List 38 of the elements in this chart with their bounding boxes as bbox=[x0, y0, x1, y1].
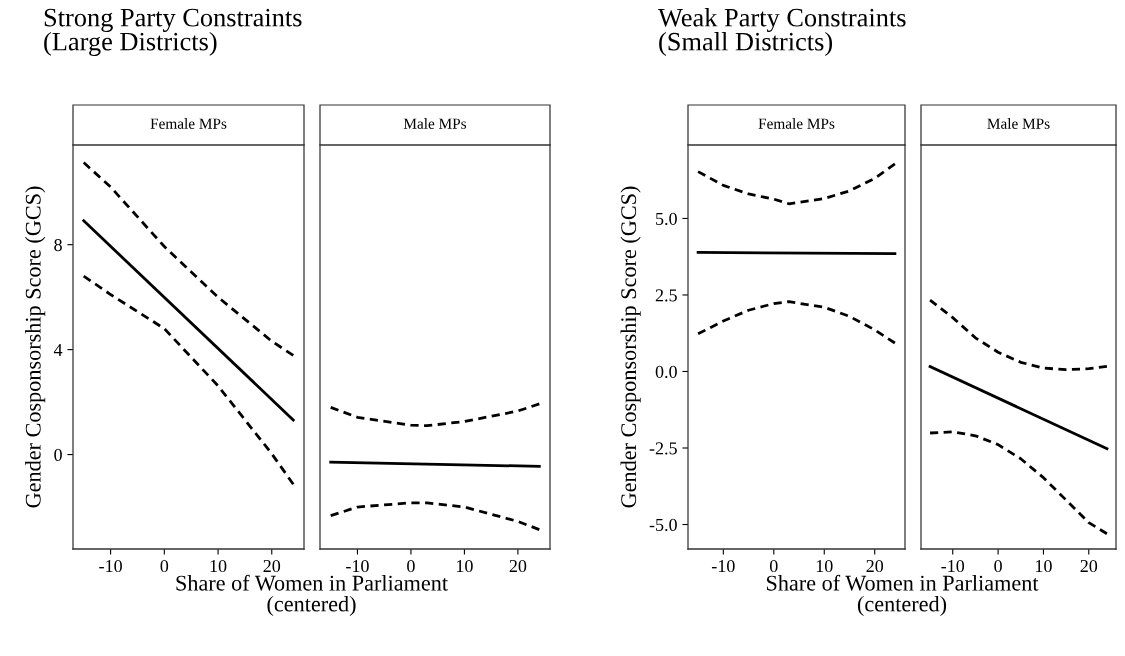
y-tick-label: 2.5 bbox=[655, 289, 677, 302]
y-tick-label: 4 bbox=[53, 344, 63, 356]
x-tick-label: 0 bbox=[407, 559, 415, 573]
x-tick-label: -10 bbox=[941, 559, 965, 573]
x-tick-label: 20 bbox=[509, 559, 527, 573]
chart-title: Strong Party Constraints (Large Districts) bbox=[44, 8, 302, 56]
x-tick-label: 20 bbox=[866, 559, 884, 573]
x-tick-label: -10 bbox=[99, 559, 122, 573]
chart-subtitle: Female MPs bbox=[150, 118, 227, 129]
x-tick-label: 0 bbox=[994, 559, 1002, 573]
x-tick-label: 20 bbox=[1080, 559, 1098, 573]
line-series bbox=[82, 161, 295, 357]
chart-subtitle: Male MPs bbox=[987, 118, 1050, 129]
x-tick-label: 20 bbox=[263, 559, 281, 573]
line-series bbox=[696, 162, 897, 206]
x-tick-label: -10 bbox=[711, 559, 735, 573]
line-series bbox=[82, 274, 295, 486]
chart-title: Weak Party Constraints (Small Districts) bbox=[658, 8, 906, 56]
y-tick-label: 8 bbox=[54, 238, 62, 252]
x-tick-label: 0 bbox=[160, 559, 169, 573]
y-axis-title: Gender Cosponsorship Score (GCS) bbox=[25, 186, 46, 508]
x-tick-label: -10 bbox=[346, 559, 369, 573]
x-tick-label: 10 bbox=[816, 559, 833, 573]
y-axis-title: Gender Cosponsorship Score (GCS) bbox=[620, 186, 641, 508]
y-tick-label: -5.0 bbox=[649, 518, 677, 532]
y-tick-label: -2.5 bbox=[649, 442, 677, 455]
y-tick-label: 5.0 bbox=[656, 212, 677, 225]
x-tick-label: 0 bbox=[769, 559, 778, 573]
x-axis-title: Share of Women in Parliament (centered) bbox=[766, 574, 1039, 617]
y-tick-label: 0.0 bbox=[655, 365, 677, 379]
chart-subtitle: Male MPs bbox=[403, 118, 467, 129]
y-tick-label: 0 bbox=[54, 448, 62, 461]
line-series bbox=[696, 300, 897, 345]
x-tick-label: 10 bbox=[1036, 559, 1052, 573]
x-tick-label: 10 bbox=[210, 559, 227, 573]
chart-subtitle: Female MPs bbox=[758, 118, 835, 129]
x-tick-label: 10 bbox=[456, 559, 473, 573]
x-axis-title: Share of Women in Parliament (centered) bbox=[176, 574, 448, 617]
